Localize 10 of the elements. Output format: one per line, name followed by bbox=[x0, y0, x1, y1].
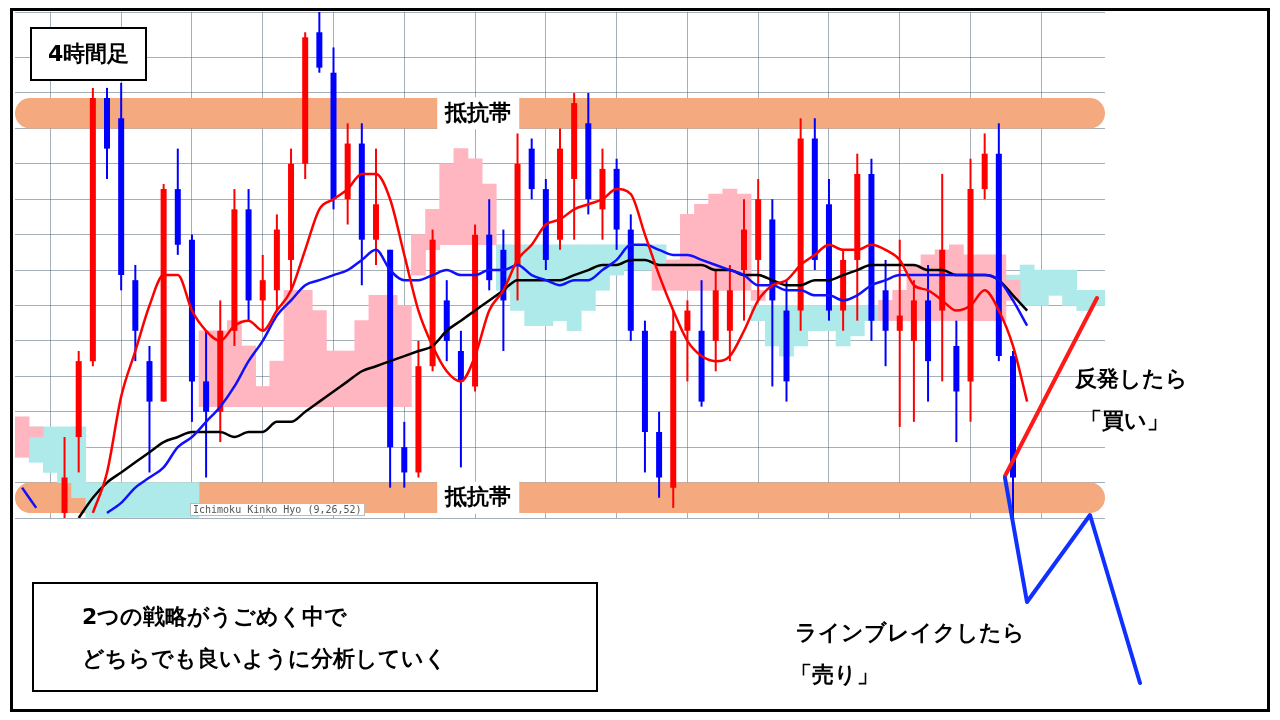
annotation: 反発したら bbox=[1075, 365, 1188, 393]
text: どちらでも良いように分析していく bbox=[82, 645, 447, 673]
text: 「売り」 bbox=[790, 661, 879, 689]
band-label: 抵抗帯 bbox=[444, 99, 512, 125]
text: 4時間足 bbox=[30, 27, 148, 81]
text: ラインブレイクしたら bbox=[795, 619, 1025, 647]
annotation: Ichimoku Kinko Hyo (9,26,52) bbox=[190, 503, 365, 516]
annotation: 「買い」 bbox=[1080, 407, 1169, 435]
text: 2つの戦略がうごめく中で bbox=[82, 603, 348, 631]
band-label: 抵抗帯 bbox=[444, 484, 512, 510]
